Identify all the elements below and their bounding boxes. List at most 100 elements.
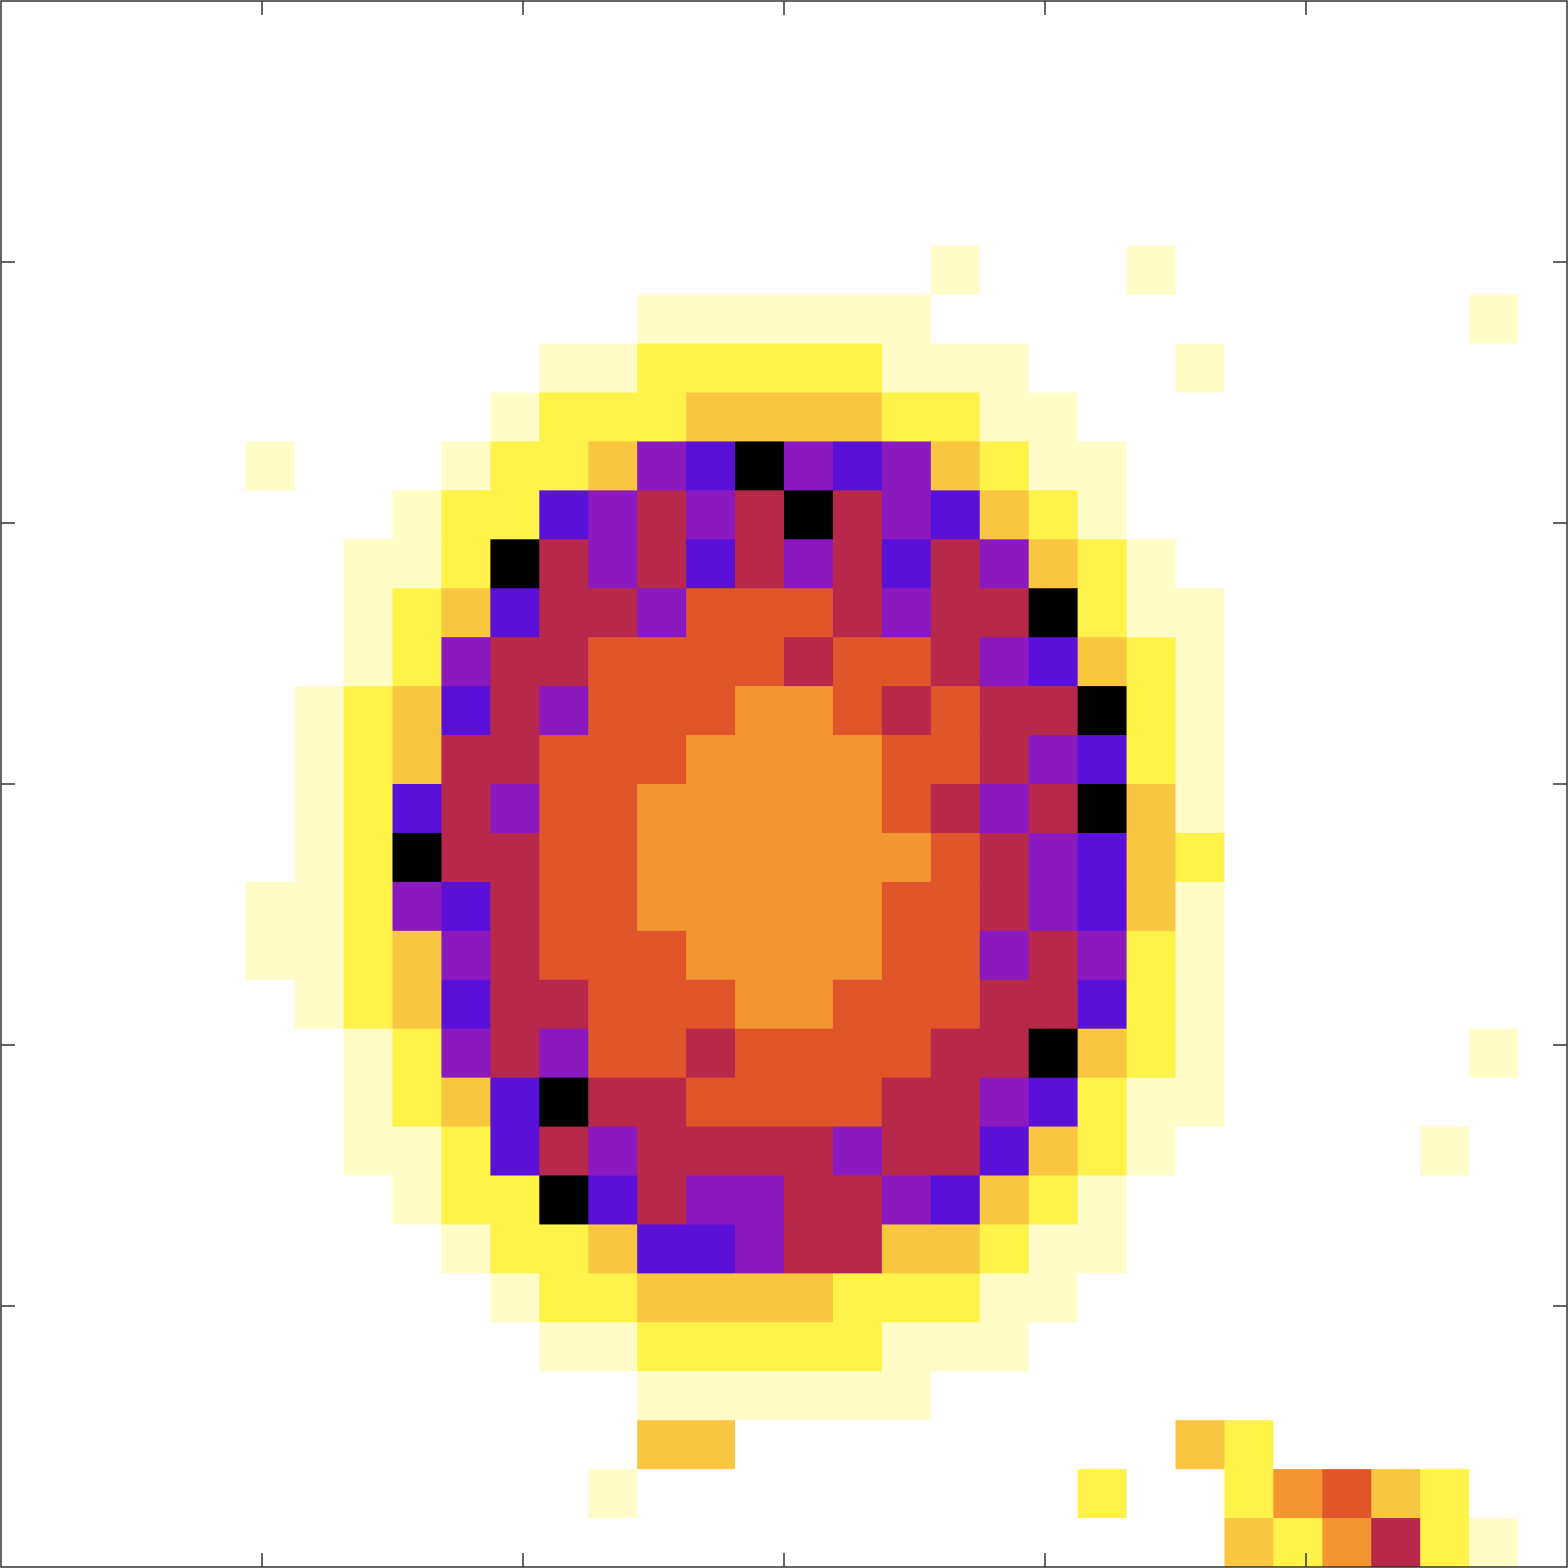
heatmap-cell: [1322, 1224, 1372, 1274]
heatmap-cell: [392, 930, 442, 981]
heatmap-cell: [979, 1518, 1030, 1568]
heatmap-cell: [735, 686, 785, 736]
heatmap-cell: [979, 98, 1030, 149]
heatmap-cell: [1371, 98, 1421, 149]
heatmap-cell: [294, 1518, 345, 1568]
heatmap-cell: [637, 637, 687, 687]
heatmap-cell: [98, 784, 149, 834]
heatmap-cell: [881, 1028, 932, 1079]
heatmap-cell: [1273, 196, 1323, 247]
heatmap-cell: [1322, 1028, 1372, 1079]
heatmap-cell: [245, 784, 296, 834]
heatmap-cell: [735, 588, 785, 638]
heatmap-cell: [441, 930, 491, 981]
heatmap-cell: [1175, 1028, 1225, 1079]
heatmap-cell: [392, 1469, 442, 1519]
heatmap-cell: [1518, 343, 1568, 393]
heatmap-cell: [1175, 392, 1225, 442]
heatmap-cell: [832, 1224, 883, 1274]
heatmap-cell: [1371, 735, 1421, 785]
heatmap-cell: [979, 1175, 1030, 1225]
heatmap-cell: [490, 294, 540, 345]
heatmap-cell: [1, 1469, 51, 1519]
heatmap-cell: [1028, 881, 1079, 932]
heatmap-cell: [490, 490, 540, 540]
heatmap-cell: [196, 588, 247, 638]
heatmap-cell: [930, 98, 981, 149]
heatmap-cell: [1224, 637, 1274, 687]
heatmap-cell: [735, 441, 785, 491]
heatmap-cell: [1126, 1273, 1176, 1323]
heatmap-cell: [1028, 1077, 1079, 1128]
heatmap-cell: [784, 245, 834, 296]
heatmap-cell: [490, 1126, 540, 1176]
heatmap-cell: [490, 49, 540, 100]
heatmap-cell: [686, 1175, 736, 1225]
heatmap-cell: [1420, 1420, 1470, 1470]
heatmap-cell: [343, 784, 393, 834]
heatmap-cell: [1, 1371, 51, 1421]
heatmap-cell: [1469, 294, 1519, 345]
heatmap-cell: [881, 392, 932, 442]
heatmap-cell: [539, 1420, 589, 1470]
heatmap-cell: [1224, 392, 1274, 442]
heatmap-cell: [1028, 196, 1079, 247]
heatmap-cell: [49, 1371, 100, 1421]
heatmap-cell: [784, 735, 834, 785]
heatmap-cell: [930, 735, 981, 785]
heatmap-cell: [98, 1224, 149, 1274]
heatmap-cell: [392, 1518, 442, 1568]
heatmap-cell: [686, 1126, 736, 1176]
heatmap-cell: [832, 979, 883, 1030]
heatmap-cell: [832, 1469, 883, 1519]
heatmap-cell: [588, 147, 638, 198]
heatmap-cell: [343, 686, 393, 736]
heatmap-cell: [1322, 1175, 1372, 1225]
heatmap-cell: [196, 1273, 247, 1323]
heatmap-cell: [147, 1518, 198, 1568]
heatmap-cell: [1518, 147, 1568, 198]
heatmap-cell: [1518, 49, 1568, 100]
heatmap-cell: [1518, 245, 1568, 296]
heatmap-cell: [49, 1077, 100, 1128]
heatmap-cell: [196, 735, 247, 785]
heatmap-cell: [1, 881, 51, 932]
heatmap-cell: [1469, 441, 1519, 491]
heatmap-cell: [147, 881, 198, 932]
heatmap-cell: [147, 832, 198, 883]
heatmap-cell: [1126, 1028, 1176, 1079]
heatmap-cell: [245, 832, 296, 883]
heatmap-cell: [392, 1371, 442, 1421]
heatmap-cell: [1518, 98, 1568, 149]
heatmap-cell: [1371, 49, 1421, 100]
heatmap-cell: [539, 1224, 589, 1274]
heatmap-cell: [294, 294, 345, 345]
heatmap-cell: [1126, 245, 1176, 296]
heatmap-cell: [832, 930, 883, 981]
heatmap-cell: [1518, 1273, 1568, 1323]
heatmap-cell: [1, 294, 51, 345]
heatmap-cell: [1273, 832, 1323, 883]
heatmap-cell: [392, 1420, 442, 1470]
heatmap-cell: [1028, 735, 1079, 785]
heatmap-cell: [343, 1175, 393, 1225]
heatmap-cell: [735, 784, 785, 834]
heatmap-cell: [490, 539, 540, 589]
heatmap-cell: [441, 1, 491, 51]
heatmap-cell: [1420, 881, 1470, 932]
heatmap-cell: [930, 392, 981, 442]
heatmap-cell: [588, 881, 638, 932]
heatmap-cell: [1420, 1175, 1470, 1225]
heatmap-cell: [784, 1469, 834, 1519]
heatmap-cell: [196, 1371, 247, 1421]
heatmap-cell: [784, 1322, 834, 1372]
heatmap-cell: [588, 1273, 638, 1323]
heatmap-cell: [1322, 1322, 1372, 1372]
heatmap-cell: [1420, 1469, 1470, 1519]
heatmap-cell: [1518, 1028, 1568, 1079]
heatmap-cell: [392, 1273, 442, 1323]
heatmap-cell: [1322, 1126, 1372, 1176]
heatmap-cell: [1, 490, 51, 540]
heatmap-cell: [1224, 881, 1274, 932]
